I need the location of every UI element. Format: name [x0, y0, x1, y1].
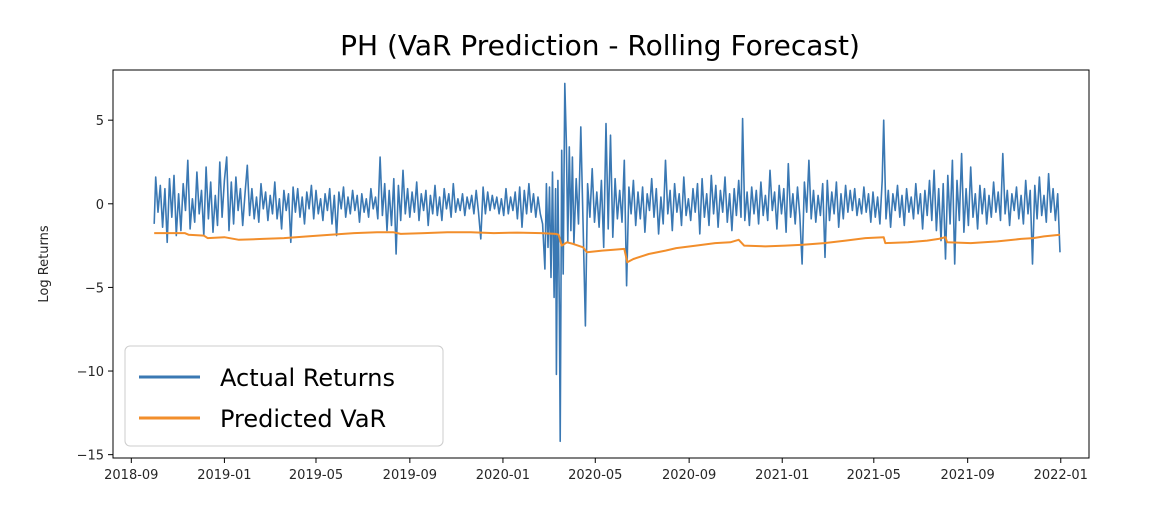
x-tick-label: 2020-05 [568, 468, 622, 483]
x-tick-label: 2021-09 [941, 468, 995, 483]
x-tick-label: 2021-05 [847, 468, 901, 483]
x-tick-label: 2022-01 [1034, 468, 1088, 483]
legend-label-predicted-var: Predicted VaR [220, 405, 386, 433]
legend: Actual Returns Predicted VaR [124, 345, 444, 447]
series-line-actual-returns [153, 82, 1061, 443]
y-axis-label: Log Returns [37, 225, 52, 302]
y-tick-label: −5 [85, 281, 104, 296]
legend-label-actual-returns: Actual Returns [220, 364, 395, 392]
y-tick-label: 5 [96, 114, 104, 129]
x-axis: 2018-09 2019-01 2019-05 2019-09 2020-01 2020-… [104, 458, 1088, 483]
y-axis: 5 0 −5 −10 −15 [77, 114, 113, 464]
y-tick-label: −15 [77, 449, 104, 464]
y-tick-label: 0 [96, 198, 104, 213]
x-tick-label: 2020-01 [476, 468, 530, 483]
x-tick-label: 2021-01 [755, 468, 809, 483]
y-tick-label: −10 [77, 365, 104, 380]
x-tick-label: 2019-01 [197, 468, 251, 483]
x-tick-label: 2020-09 [662, 468, 716, 483]
x-tick-label: 2018-09 [104, 468, 158, 483]
x-tick-label: 2019-09 [383, 468, 437, 483]
legend-box [124, 345, 444, 447]
series-line-predicted-var [154, 231, 1061, 264]
x-tick-label: 2019-05 [289, 468, 343, 483]
chart-title: PH (VaR Prediction - Rolling Forecast) [340, 29, 860, 62]
plot-area [153, 82, 1061, 443]
axes-frame [112, 69, 1090, 459]
